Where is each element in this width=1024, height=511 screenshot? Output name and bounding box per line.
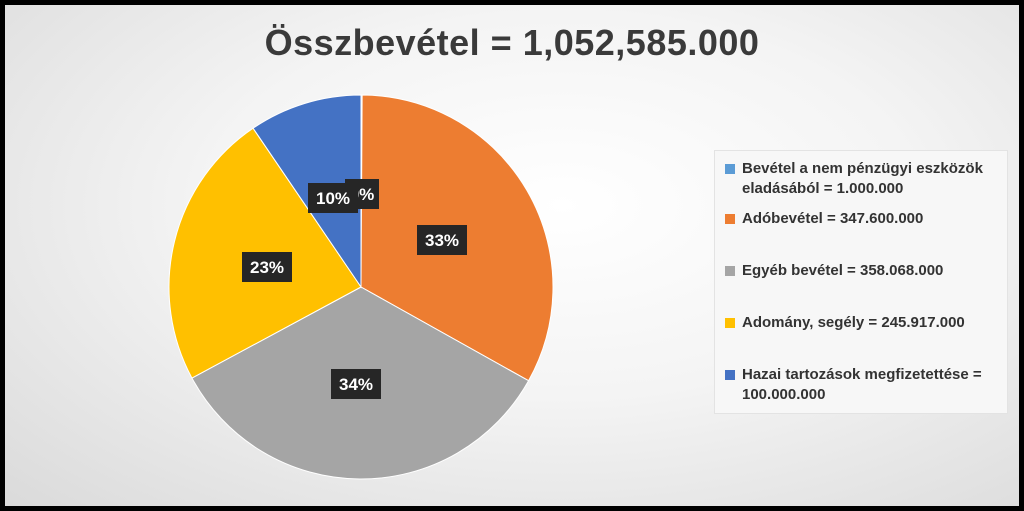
data-label: 34% [331,369,381,399]
legend-swatch [725,266,735,276]
legend-label: Bevétel a nem pénzügyi eszközök eladásáb… [742,160,983,197]
data-label-bg [242,252,292,282]
data-label-bg [331,369,381,399]
legend-label: Adomány, segély = 245.917.000 [742,314,965,331]
data-label: 10% [308,183,358,213]
data-label: 23% [242,252,292,282]
legend-label: Egyéb bevétel = 358.068.000 [742,262,944,279]
legend-label: Hazai tartozások megfizetettése = 100.00… [742,366,982,403]
legend-item-egyeb: Egyéb bevétel = 358.068.000 [725,261,1003,281]
legend-item-adomany: Adomány, segély = 245.917.000 [725,313,1003,333]
legend-swatch [725,214,735,224]
pie-slice [252,94,362,289]
legend-label: Adóbevétel = 347.600.000 [742,210,924,227]
data-label-text: 10% [316,189,350,208]
data-label: 33% [417,225,467,255]
data-label-text: 33% [425,231,459,250]
data-label-text: 23% [250,258,284,277]
data-label-bg [308,183,358,213]
legend: Bevétel a nem pénzügyi eszközök eladásáb… [714,150,1008,414]
legend-item-eszkozok: Bevétel a nem pénzügyi eszközök eladásáb… [725,159,1003,199]
legend-swatch [725,164,735,174]
legend-item-adobevetel: Adóbevétel = 347.600.000 [725,209,1003,229]
chart-title: Összbevétel = 1,052,585.000 [264,22,760,63]
legend-swatch [725,318,735,328]
data-label-bg [417,225,467,255]
data-label-text: 34% [339,375,373,394]
legend-item-hazai: Hazai tartozások megfizetettése = 100.00… [725,365,1003,405]
legend-swatch [725,370,735,380]
